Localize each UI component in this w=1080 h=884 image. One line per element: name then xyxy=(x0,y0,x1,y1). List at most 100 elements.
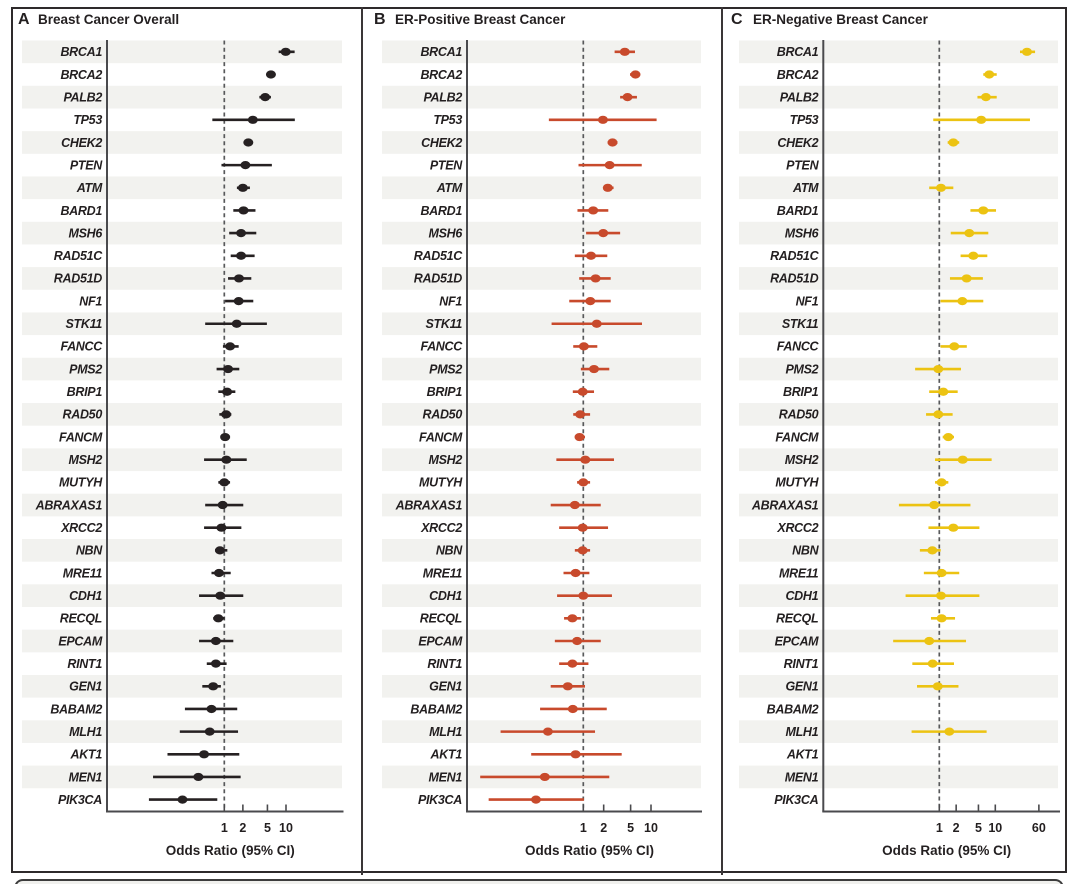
or-marker xyxy=(968,251,979,260)
gene-label: PMS2 xyxy=(69,362,102,376)
row-band xyxy=(382,267,701,290)
x-tick-label: 2 xyxy=(600,821,607,835)
or-marker xyxy=(604,161,615,170)
or-marker xyxy=(233,274,244,283)
row-band xyxy=(22,131,342,154)
forest-row-RECQL: RECQL xyxy=(60,612,225,626)
gene-label: MLH1 xyxy=(429,725,462,739)
row-band xyxy=(22,221,342,245)
x-axis-title: Odds Ratio (95% CI) xyxy=(882,843,1011,858)
gene-label: TP53 xyxy=(73,113,102,127)
gene-label: FANCM xyxy=(59,430,103,444)
or-marker xyxy=(210,659,221,668)
gene-label: MUTYH xyxy=(419,476,463,490)
or-marker xyxy=(598,229,609,238)
or-marker xyxy=(980,93,991,102)
gene-label: PIK3CA xyxy=(418,793,462,807)
or-marker xyxy=(539,772,550,782)
forest-row-BRIP1: BRIP1 xyxy=(427,385,595,399)
forest-row-FANCC: FANCC xyxy=(60,340,239,354)
or-marker xyxy=(572,636,583,646)
or-marker xyxy=(622,93,633,102)
forest-row-MLH1: MLH1 xyxy=(429,725,596,739)
or-marker xyxy=(927,546,938,555)
or-marker xyxy=(260,93,271,102)
or-marker xyxy=(577,523,588,532)
gene-label: RINT1 xyxy=(67,657,102,671)
forest-row-PIK3CA: PIK3CA xyxy=(774,793,819,807)
forest-row-NF1: NF1 xyxy=(79,294,254,308)
or-marker xyxy=(597,115,608,124)
forest-row-BRCA2: BRCA2 xyxy=(777,68,997,82)
gene-label: ABRAXAS1 xyxy=(395,498,463,512)
x-tick-label: 1 xyxy=(221,821,228,835)
gene-label: GEN1 xyxy=(785,680,818,694)
forest-row-PMS2: PMS2 xyxy=(69,362,240,376)
forest-row-MUTYH: MUTYH xyxy=(419,476,591,490)
or-marker xyxy=(578,342,589,351)
forest-row-NF1: NF1 xyxy=(796,294,984,308)
forest-row-EPCAM: EPCAM xyxy=(418,634,601,648)
forest-row-CDH1: CDH1 xyxy=(785,589,980,603)
forest-row-RAD51C: RAD51C xyxy=(770,249,988,263)
gene-label: BABAM2 xyxy=(767,702,819,716)
forest-row-GEN1: GEN1 xyxy=(429,680,586,694)
or-marker xyxy=(570,750,581,759)
forest-row-BABAM2: BABAM2 xyxy=(410,702,607,716)
forest-row-RAD51C: RAD51C xyxy=(414,249,608,263)
gene-label: RAD51C xyxy=(770,249,819,263)
row-band xyxy=(22,629,342,653)
or-marker xyxy=(578,478,589,487)
gene-label: NF1 xyxy=(796,294,819,308)
forest-row-BRCA1: BRCA1 xyxy=(420,45,635,59)
gene-label: RAD51D xyxy=(414,272,462,286)
gene-label: STK11 xyxy=(782,317,819,331)
gene-label: MSH6 xyxy=(68,226,103,240)
panel-letter: C xyxy=(731,11,743,28)
forest-row-RAD51C: RAD51C xyxy=(54,249,255,263)
forest-row-TP53: TP53 xyxy=(433,113,657,127)
or-marker xyxy=(961,274,972,283)
or-marker xyxy=(936,568,947,578)
gene-label: AKT1 xyxy=(786,748,819,762)
forest-row-ATM: ATM xyxy=(76,181,250,195)
gene-label: MUTYH xyxy=(775,476,819,490)
or-marker xyxy=(280,47,291,56)
forest-row-MSH2: MSH2 xyxy=(428,453,614,467)
gene-label: FANCM xyxy=(419,430,463,444)
x-tick-label: 1 xyxy=(580,821,587,835)
gene-label: BARD1 xyxy=(777,204,819,218)
or-marker xyxy=(944,727,955,736)
gene-label: RAD50 xyxy=(63,408,103,422)
gene-label: PIK3CA xyxy=(58,793,102,807)
gene-label: FANCC xyxy=(777,340,820,354)
gene-label: BRIP1 xyxy=(427,385,463,399)
or-marker xyxy=(213,568,224,578)
row-band xyxy=(22,176,342,200)
gene-label: MRE11 xyxy=(779,566,819,580)
forest-row-RINT1: RINT1 xyxy=(427,657,589,671)
or-marker xyxy=(933,410,944,419)
row-band xyxy=(739,85,1058,109)
gene-label: RAD50 xyxy=(779,408,819,422)
forest-row-NBN: NBN xyxy=(76,544,228,558)
forest-row-GEN1: GEN1 xyxy=(69,680,221,694)
or-marker xyxy=(204,727,215,736)
forest-row-XRCC2: XRCC2 xyxy=(776,521,980,535)
forest-row-AKT1: AKT1 xyxy=(70,748,240,762)
row-band xyxy=(382,221,701,245)
gene-label: NBN xyxy=(436,544,463,558)
gene-label: ATM xyxy=(76,181,103,195)
forest-row-BARD1: BARD1 xyxy=(60,204,256,218)
gene-label: STK11 xyxy=(66,317,103,331)
or-marker xyxy=(210,636,221,646)
row-band xyxy=(739,493,1058,517)
forest-row-MRE11: MRE11 xyxy=(423,566,590,580)
forest-row-BARD1: BARD1 xyxy=(777,204,997,218)
or-marker xyxy=(238,206,249,215)
or-marker xyxy=(619,47,630,56)
gene-label: TP53 xyxy=(433,113,462,127)
or-marker xyxy=(936,614,947,623)
gene-label: PALB2 xyxy=(780,90,819,104)
or-marker xyxy=(530,795,541,804)
